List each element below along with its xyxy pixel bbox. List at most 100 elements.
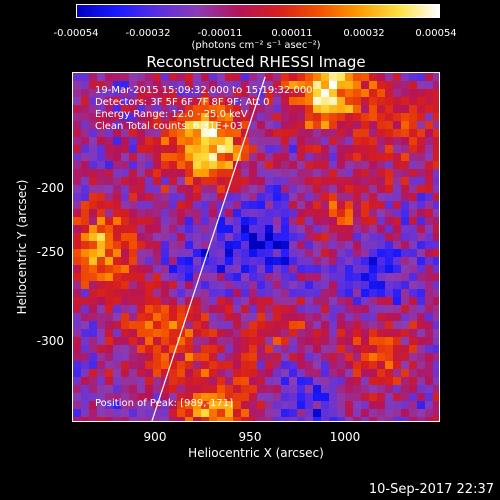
heatmap-pixel	[241, 209, 250, 218]
heatmap-pixel	[137, 201, 146, 210]
heatmap-pixel	[289, 177, 298, 186]
heatmap-pixel	[233, 385, 242, 394]
heatmap-pixel	[233, 393, 242, 402]
heatmap-pixel	[137, 329, 146, 338]
heatmap-pixel	[177, 241, 186, 250]
heatmap-pixel	[329, 249, 338, 258]
heatmap-pixel	[425, 257, 434, 266]
heatmap-pixel	[233, 201, 242, 210]
heatmap-pixel	[153, 409, 162, 418]
heatmap-pixel	[105, 377, 114, 386]
heatmap-pixel	[337, 305, 346, 314]
heatmap-pixel	[241, 361, 250, 370]
heatmap-pixel	[321, 329, 330, 338]
heatmap-pixel	[329, 177, 338, 186]
heatmap-pixel	[265, 169, 274, 178]
heatmap-pixel	[265, 337, 274, 346]
heatmap-pixel	[329, 97, 338, 106]
heatmap-pixel	[73, 289, 82, 298]
heatmap-pixel	[401, 121, 410, 130]
heatmap-pixel	[209, 153, 218, 162]
heatmap-pixel	[201, 241, 210, 250]
heatmap-pixel	[361, 337, 370, 346]
heatmap-pixel	[73, 201, 82, 210]
heatmap-pixel	[273, 121, 282, 130]
heatmap-pixel	[129, 225, 138, 234]
heatmap-pixel	[177, 305, 186, 314]
heatmap-pixel	[225, 393, 234, 402]
heatmap-pixel	[105, 81, 114, 90]
heatmap-pixel	[201, 249, 210, 258]
heatmap-pixel	[297, 185, 306, 194]
heatmap-pixel	[409, 305, 418, 314]
heatmap-pixel	[257, 409, 266, 418]
colorbar-tick-label: 0.00011	[271, 28, 313, 39]
heatmap-pixel	[361, 169, 370, 178]
heatmap-pixel	[121, 329, 130, 338]
heatmap-pixel	[417, 177, 426, 186]
heatmap-pixel	[353, 73, 362, 82]
heatmap-pixel	[425, 281, 434, 290]
heatmap-pixel	[425, 401, 434, 410]
heatmap-pixel	[433, 225, 439, 234]
heatmap-pixel	[121, 417, 130, 421]
heatmap-pixel	[385, 417, 394, 421]
heatmap-pixel	[313, 257, 322, 266]
heatmap-pixel	[185, 297, 194, 306]
heatmap-pixel	[433, 297, 439, 306]
heatmap-pixel	[377, 153, 386, 162]
heatmap-pixel	[329, 345, 338, 354]
heatmap-pixel	[321, 161, 330, 170]
heatmap-pixel	[345, 369, 354, 378]
heatmap-pixel	[121, 121, 130, 130]
heatmap-pixel	[385, 129, 394, 138]
heatmap-pixel	[313, 73, 322, 82]
heatmap-pixel	[217, 345, 226, 354]
heatmap-pixel	[209, 217, 218, 226]
heatmap-pixel	[145, 177, 154, 186]
heatmap-pixel	[225, 201, 234, 210]
heatmap-pixel	[401, 113, 410, 122]
heatmap-pixel	[169, 185, 178, 194]
heatmap-pixel	[409, 345, 418, 354]
heatmap-pixel	[369, 137, 378, 146]
heatmap-pixel	[345, 409, 354, 418]
heatmap-pixel	[145, 257, 154, 266]
heatmap-pixel	[337, 249, 346, 258]
heatmap-pixel	[137, 289, 146, 298]
heatmap-pixel	[425, 321, 434, 330]
heatmap-pixel	[393, 233, 402, 242]
heatmap-pixel	[377, 177, 386, 186]
heatmap-pixel	[369, 361, 378, 370]
heatmap-pixel	[409, 145, 418, 154]
heatmap-pixel	[305, 329, 314, 338]
heatmap-pixel	[305, 185, 314, 194]
heatmap-pixel	[289, 265, 298, 274]
heatmap-pixel	[121, 169, 130, 178]
heatmap-pixel	[105, 337, 114, 346]
heatmap-pixel	[313, 81, 322, 90]
heatmap-pixel	[281, 81, 290, 90]
heatmap-pixel	[145, 265, 154, 274]
heatmap-pixel	[225, 249, 234, 258]
heatmap-pixel	[185, 345, 194, 354]
heatmap-pixel	[81, 177, 90, 186]
heatmap-pixel	[89, 345, 98, 354]
heatmap-pixel	[145, 353, 154, 362]
heatmap-pixel	[241, 177, 250, 186]
heatmap-pixel	[145, 97, 154, 106]
heatmap-pixel	[193, 145, 202, 154]
heatmap-pixel	[265, 233, 274, 242]
heatmap-pixel	[289, 169, 298, 178]
heatmap-pixel	[433, 185, 439, 194]
heatmap-pixel	[377, 233, 386, 242]
heatmap-pixel	[209, 385, 218, 394]
heatmap-pixel	[81, 377, 90, 386]
heatmap-pixel	[321, 401, 330, 410]
heatmap-pixel	[97, 153, 106, 162]
heatmap-pixel	[225, 297, 234, 306]
heatmap-pixel	[265, 305, 274, 314]
heatmap-pixel	[233, 97, 242, 106]
heatmap-pixel	[297, 113, 306, 122]
heatmap-pixel	[297, 329, 306, 338]
